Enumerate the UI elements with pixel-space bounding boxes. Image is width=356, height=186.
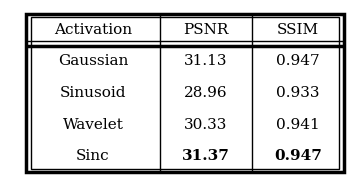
Text: Sinc: Sinc xyxy=(76,149,110,163)
Text: 0.947: 0.947 xyxy=(276,54,320,68)
Text: 30.33: 30.33 xyxy=(184,118,227,132)
Text: Wavelet: Wavelet xyxy=(62,118,123,132)
Text: SSIM: SSIM xyxy=(277,23,319,37)
Text: 31.13: 31.13 xyxy=(184,54,227,68)
Text: Gaussian: Gaussian xyxy=(58,54,128,68)
Text: 31.37: 31.37 xyxy=(182,149,230,163)
Text: PSNR: PSNR xyxy=(183,23,229,37)
Bar xyxy=(26,14,344,172)
Text: 0.941: 0.941 xyxy=(276,118,320,132)
Text: 0.933: 0.933 xyxy=(276,86,320,100)
Text: Activation: Activation xyxy=(54,23,132,37)
Text: Sinusoid: Sinusoid xyxy=(59,86,126,100)
Bar xyxy=(31,17,339,169)
Text: 0.947: 0.947 xyxy=(274,149,322,163)
Text: 28.96: 28.96 xyxy=(184,86,227,100)
